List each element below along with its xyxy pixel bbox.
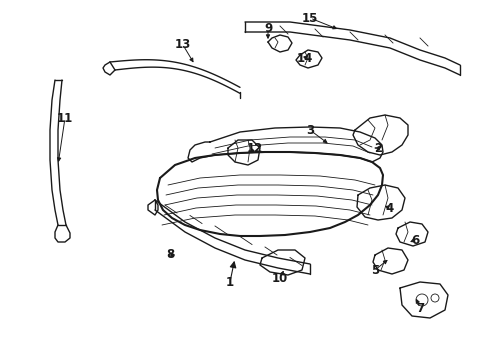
Text: 12: 12 [247,141,263,154]
Text: 2: 2 [374,141,382,154]
Text: 11: 11 [57,112,73,125]
Text: 9: 9 [264,22,272,35]
Text: 8: 8 [166,248,174,261]
Text: 6: 6 [411,234,419,247]
Text: 13: 13 [175,39,191,51]
Text: 4: 4 [386,202,394,215]
Text: 14: 14 [297,51,313,64]
Text: 3: 3 [306,123,314,136]
Text: 15: 15 [302,12,318,24]
Text: 1: 1 [226,275,234,288]
Text: 7: 7 [416,302,424,315]
Text: 5: 5 [371,264,379,276]
Text: 10: 10 [272,271,288,284]
